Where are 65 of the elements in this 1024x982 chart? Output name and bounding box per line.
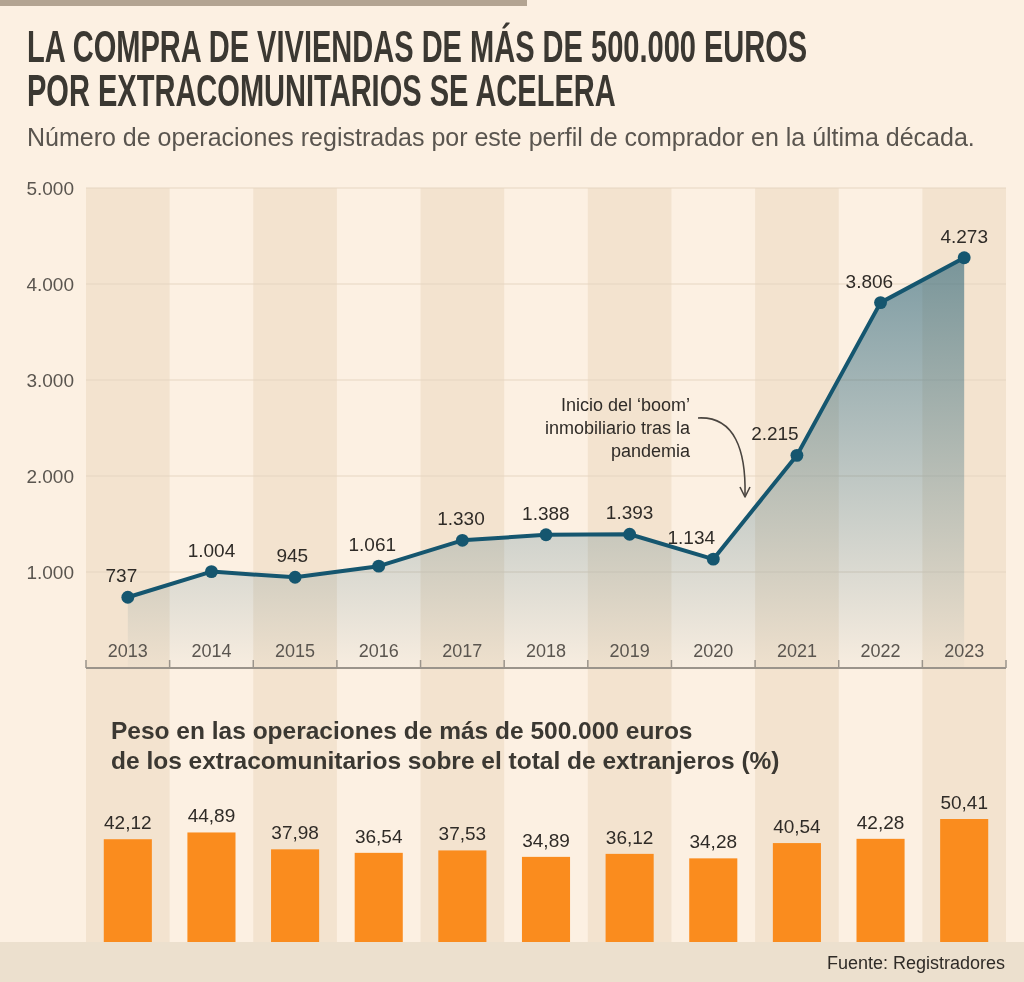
data-label: 42,28 [856, 811, 905, 833]
bar [940, 819, 989, 942]
point [372, 559, 386, 573]
x-tick-label: 2022 [860, 641, 901, 661]
x-tick-label: 2020 [693, 641, 734, 661]
bar [772, 843, 821, 942]
x-tick-label: 2018 [525, 641, 567, 661]
y-tick-label: 1.000 [26, 561, 74, 583]
point [706, 552, 720, 566]
bar [271, 849, 320, 942]
data-label: 37,98 [271, 822, 319, 844]
chart-title: LA COMPRA DE VIVIENDAS DE MÁS DE 500.000 EUROS POR EXTRACOMUNITARIOS SE ACELERA [27, 21, 808, 116]
x-tick-label: 2013 [107, 641, 148, 661]
bar [605, 853, 654, 942]
bar [521, 856, 571, 942]
y-tick-label: 3.000 [26, 369, 74, 391]
point [288, 570, 302, 584]
bar [187, 832, 236, 942]
data-label: 1.134 [667, 527, 716, 549]
chart-subtitle: Número de operaciones registradas por este perfil de comprador en la última década. [27, 123, 975, 151]
x-tick-label: 2019 [609, 641, 650, 661]
y-tick-label: 2.000 [26, 465, 74, 487]
data-label: 945 [276, 545, 309, 567]
point [121, 590, 135, 604]
data-label: 1.388 [522, 502, 570, 524]
x-tick-label: 2021 [776, 641, 817, 661]
data-label: 2.215 [751, 423, 799, 445]
data-label: 4.273 [940, 225, 988, 247]
data-label: 34,28 [689, 831, 738, 853]
bar [438, 850, 487, 942]
data-label: 1.393 [605, 502, 654, 524]
x-tick-label: 2015 [275, 641, 316, 661]
x-tick-label: 2023 [944, 641, 985, 661]
data-label: 36,54 [354, 825, 403, 847]
bar [103, 839, 152, 942]
data-label: 737 [105, 565, 138, 587]
data-label: 42,12 [104, 812, 152, 834]
data-label: 36,12 [605, 826, 654, 848]
data-label: 1.330 [437, 508, 485, 530]
data-label: 1.004 [187, 539, 236, 561]
point [874, 296, 887, 310]
point [790, 448, 804, 462]
source-note: Fuente: Registradores [826, 953, 1005, 973]
data-label: 34,89 [522, 829, 570, 851]
point [623, 527, 637, 541]
data-label: 3.806 [845, 270, 894, 292]
point [539, 528, 553, 542]
data-label: 44,89 [187, 805, 236, 827]
data-label: 40,54 [773, 816, 822, 838]
y-tick-label: 5.000 [26, 177, 74, 199]
data-label: 50,41 [940, 792, 988, 813]
y-tick-label: 4.000 [26, 273, 74, 295]
data-label: 37,53 [438, 823, 487, 845]
data-label: 1.061 [348, 534, 397, 556]
x-tick-label: 2017 [442, 641, 483, 661]
point [205, 565, 218, 579]
x-tick-label: 2014 [191, 641, 232, 661]
x-tick-label: 2016 [358, 641, 399, 661]
chart-title: Peso en las operaciones de más de 500.000 euros de los extracomunitarios sobre el total de extranjeros (%) [111, 717, 780, 774]
point [957, 251, 971, 265]
bar [354, 852, 403, 942]
annotation: Inicio del ‘boom’ inmobiliario tras la pandemia [544, 395, 691, 461]
point [455, 533, 469, 547]
bar [856, 838, 905, 942]
bar [689, 858, 738, 942]
